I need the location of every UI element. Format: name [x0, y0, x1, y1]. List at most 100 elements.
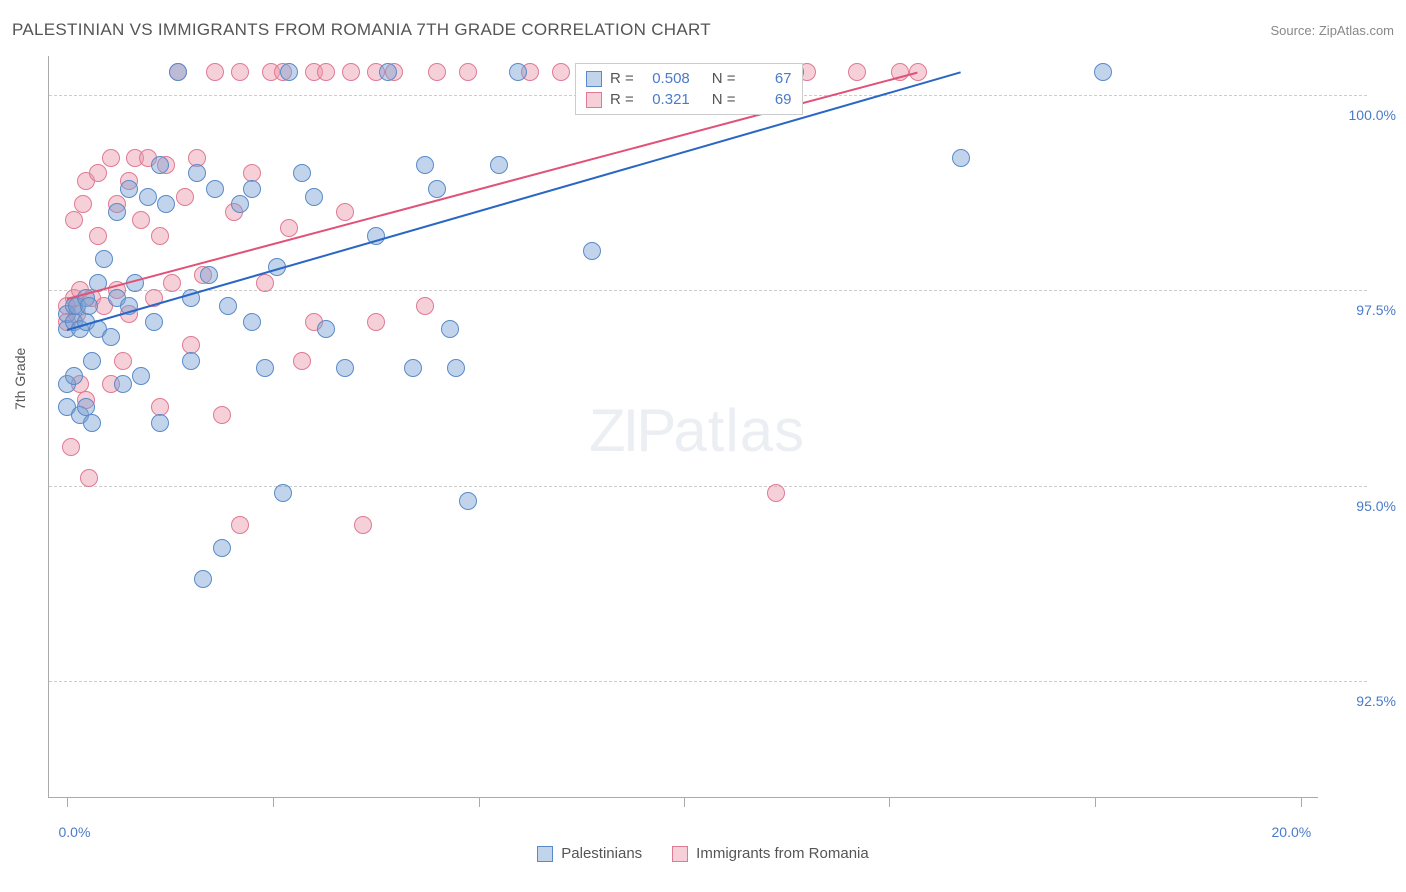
data-point — [80, 469, 98, 487]
data-point — [89, 164, 107, 182]
x-tick — [684, 797, 685, 807]
data-point — [293, 352, 311, 370]
grid-line — [49, 486, 1367, 487]
swatch-icon — [586, 71, 602, 87]
data-point — [952, 149, 970, 167]
data-point — [65, 211, 83, 229]
data-point — [145, 313, 163, 331]
x-tick-label: 0.0% — [58, 824, 90, 840]
trend-line-palestinians — [67, 72, 961, 332]
data-point — [188, 164, 206, 182]
data-point — [114, 375, 132, 393]
y-tick-label: 92.5% — [1356, 693, 1396, 709]
n-value: 69 — [744, 91, 792, 108]
data-point — [583, 242, 601, 260]
x-tick — [67, 797, 68, 807]
data-point — [132, 211, 150, 229]
data-point — [213, 406, 231, 424]
data-point — [416, 156, 434, 174]
data-point — [459, 492, 477, 510]
data-point — [163, 274, 181, 292]
data-point — [274, 484, 292, 502]
data-point — [243, 180, 261, 198]
data-point — [83, 414, 101, 432]
r-value: 0.508 — [642, 70, 690, 87]
legend-item-romania: Immigrants from Romania — [672, 845, 869, 862]
grid-line — [49, 681, 1367, 682]
legend-item-palestinians: Palestinians — [537, 845, 642, 862]
x-tick — [1301, 797, 1302, 807]
stats-box: R =0.508N =67R =0.321N =69 — [575, 63, 803, 115]
x-tick-label: 20.0% — [1272, 824, 1312, 840]
data-point — [767, 484, 785, 502]
grid-line — [49, 290, 1367, 291]
data-point — [206, 63, 224, 81]
data-point — [213, 539, 231, 557]
data-point — [428, 180, 446, 198]
r-label: R = — [610, 70, 634, 87]
data-point — [194, 570, 212, 588]
data-point — [404, 359, 422, 377]
data-point — [65, 367, 83, 385]
data-point — [243, 313, 261, 331]
x-tick — [889, 797, 890, 807]
data-point — [182, 352, 200, 370]
watermark: ZIPatlas — [589, 396, 805, 465]
data-point — [231, 195, 249, 213]
data-point — [139, 188, 157, 206]
y-tick-label: 97.5% — [1356, 302, 1396, 318]
data-point — [305, 188, 323, 206]
n-label: N = — [712, 91, 736, 108]
watermark-light: atlas — [673, 397, 805, 464]
data-point — [206, 180, 224, 198]
data-point — [317, 63, 335, 81]
data-point — [447, 359, 465, 377]
data-point — [1094, 63, 1112, 81]
data-point — [231, 63, 249, 81]
data-point — [459, 63, 477, 81]
data-point — [151, 414, 169, 432]
data-point — [909, 63, 927, 81]
chart-title: PALESTINIAN VS IMMIGRANTS FROM ROMANIA 7… — [12, 20, 711, 40]
data-point — [231, 516, 249, 534]
legend-label: Palestinians — [561, 845, 642, 862]
data-point — [176, 188, 194, 206]
data-point — [428, 63, 446, 81]
data-point — [848, 63, 866, 81]
data-point — [336, 359, 354, 377]
x-tick — [273, 797, 274, 807]
swatch-icon — [537, 846, 553, 862]
data-point — [62, 438, 80, 456]
r-value: 0.321 — [642, 91, 690, 108]
data-point — [102, 328, 120, 346]
data-point — [102, 149, 120, 167]
x-tick — [479, 797, 480, 807]
swatch-icon — [586, 92, 602, 108]
data-point — [293, 164, 311, 182]
data-point — [151, 156, 169, 174]
y-axis-label: 7th Grade — [12, 348, 28, 410]
watermark-bold: ZIP — [589, 397, 673, 464]
data-point — [169, 63, 187, 81]
data-point — [552, 63, 570, 81]
data-point — [74, 195, 92, 213]
data-point — [114, 352, 132, 370]
data-point — [379, 63, 397, 81]
swatch-icon — [672, 846, 688, 862]
chart-source: Source: ZipAtlas.com — [1270, 23, 1394, 38]
x-tick — [1095, 797, 1096, 807]
data-point — [256, 359, 274, 377]
data-point — [280, 219, 298, 237]
stats-row-palestinians: R =0.508N =67 — [586, 68, 792, 89]
data-point — [490, 156, 508, 174]
data-point — [317, 320, 335, 338]
data-point — [509, 63, 527, 81]
data-point — [108, 203, 126, 221]
stats-row-romania: R =0.321N =69 — [586, 89, 792, 110]
y-tick-label: 95.0% — [1356, 498, 1396, 514]
data-point — [120, 180, 138, 198]
n-label: N = — [712, 70, 736, 87]
data-point — [280, 63, 298, 81]
data-point — [416, 297, 434, 315]
y-tick-label: 100.0% — [1349, 107, 1396, 123]
